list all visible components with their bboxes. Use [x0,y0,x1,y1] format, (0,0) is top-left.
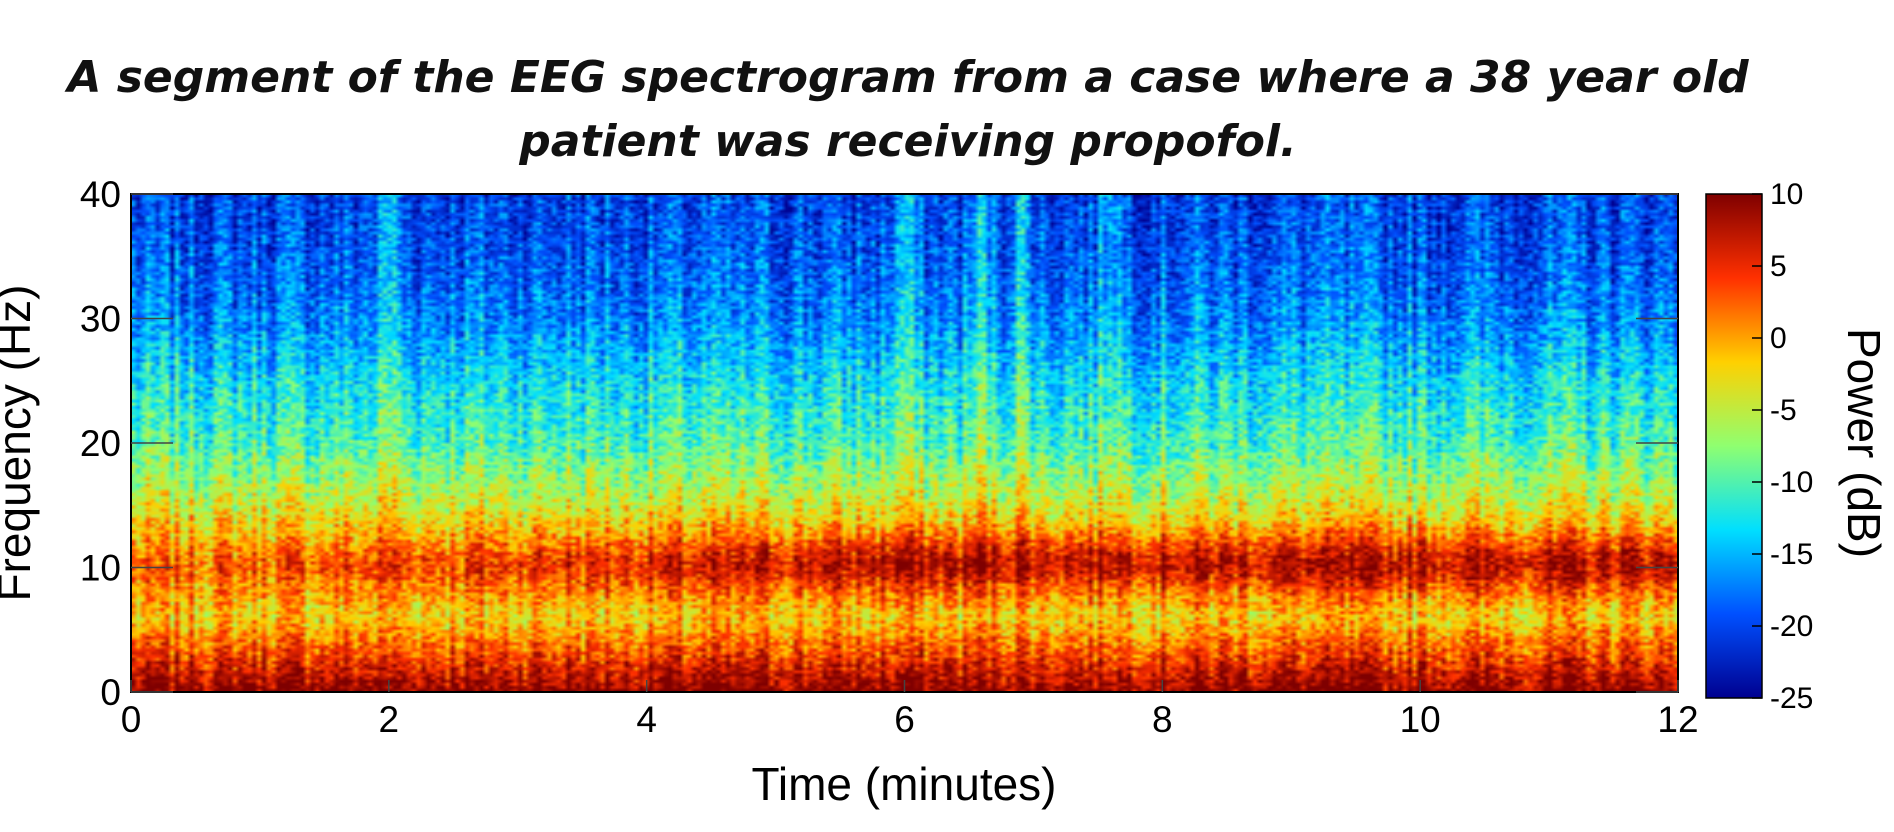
chart-title-line-2: patient was receiving propofol. [518,116,1296,167]
colorbar-gradient [1705,193,1763,699]
y-tick-label: 10 [80,548,121,589]
colorbar-tick-label: 0 [1770,322,1787,355]
y-axis-label: Frequency (Hz) [0,285,40,602]
x-tick-label: 8 [1152,699,1173,740]
colorbar-tick-label: -5 [1770,394,1797,427]
colorbar-tick-label: -20 [1770,610,1813,643]
y-axis: 0 10 20 30 40 [80,174,1678,713]
colorbar-tick-label: -10 [1770,466,1813,499]
y-tick-label: 40 [80,174,121,215]
colorbar-label: Power (dB) [1838,328,1890,558]
x-axis: 0 2 4 6 8 10 12 [121,680,1699,740]
x-tick-label: 4 [636,699,657,740]
colorbar-tick-label: 10 [1770,178,1803,211]
x-axis-label: Time (minutes) [752,758,1057,810]
spectrogram-raster [131,194,1678,692]
colorbar-ticks: 10 5 0 -5 -10 -15 -20 -25 [1752,178,1813,715]
y-tick-label: 20 [80,423,121,464]
colorbar-tick-label: -25 [1770,682,1813,715]
x-tick-label: 2 [379,699,400,740]
x-tick-label: 0 [121,699,142,740]
x-tick-label: 6 [894,699,915,740]
y-tick-label: 30 [80,299,121,340]
x-tick-label: 12 [1657,699,1698,740]
chart-title-line-1: A segment of the EEG spectrogram from a … [64,52,1749,103]
colorbar-tick-label: -15 [1770,538,1813,571]
y-tick-label: 0 [100,672,121,713]
spectrogram-plot [131,194,1678,692]
colorbar-tick-label: 5 [1770,250,1787,283]
colorbar [1705,193,1763,699]
x-tick-label: 10 [1400,699,1441,740]
